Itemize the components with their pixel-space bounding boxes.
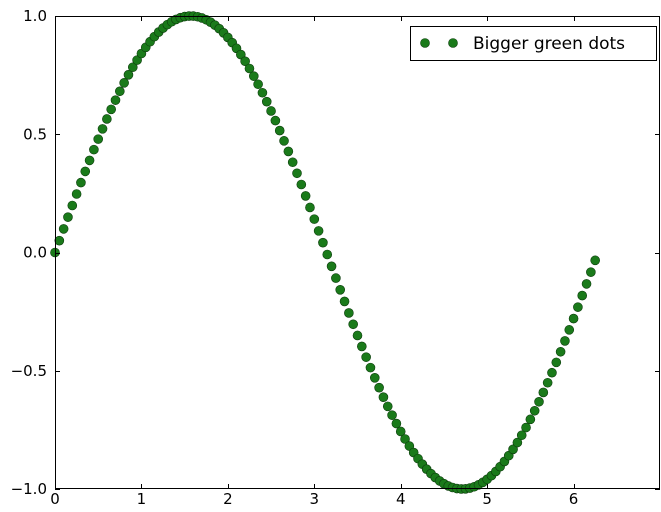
y-tick-label: 0.5 — [23, 125, 47, 143]
data-point — [331, 273, 341, 283]
data-point — [63, 212, 73, 222]
data-point — [560, 336, 570, 346]
data-point — [110, 95, 121, 105]
data-point — [391, 418, 402, 429]
data-point — [54, 235, 65, 246]
data-point — [352, 330, 363, 341]
data-point — [344, 308, 354, 318]
data-point — [339, 296, 350, 307]
data-point — [97, 124, 108, 134]
data-point — [378, 392, 389, 403]
data-point — [236, 49, 246, 60]
data-point — [261, 96, 272, 107]
data-point — [521, 422, 531, 433]
data-point — [296, 179, 307, 190]
data-point — [573, 302, 583, 312]
data-point — [80, 166, 91, 177]
y-tick-label: −1.0 — [11, 480, 47, 498]
data-point — [326, 261, 337, 272]
legend-marker — [420, 38, 430, 48]
y-tick-label: −0.5 — [11, 362, 47, 380]
data-point — [512, 437, 523, 448]
data-point — [119, 78, 129, 88]
data-point — [516, 430, 527, 441]
data-point — [382, 401, 393, 412]
data-point — [240, 56, 250, 67]
data-point — [58, 224, 69, 234]
data-point — [300, 191, 311, 201]
x-tick-label: 0 — [50, 490, 60, 508]
data-point — [132, 55, 142, 65]
data-point — [305, 202, 315, 213]
data-point — [266, 106, 276, 116]
axis-ticks: 0 1 2 3 4 5 6 −1.0 −0.5 0.0 0.5 1.0 — [11, 7, 660, 508]
data-point — [387, 410, 397, 420]
x-tick-label: 1 — [137, 490, 147, 508]
data-point — [287, 157, 298, 168]
data-point — [529, 405, 540, 416]
data-point — [253, 79, 263, 90]
data-point — [313, 226, 324, 236]
data-point — [581, 279, 592, 289]
data-point — [357, 341, 367, 352]
x-tick-label: 4 — [396, 490, 406, 508]
data-point — [534, 396, 544, 407]
x-tick-label: 3 — [310, 490, 320, 508]
data-point — [577, 290, 588, 301]
data-point — [374, 382, 384, 393]
data-points — [50, 11, 600, 494]
data-point — [395, 426, 406, 437]
data-point — [93, 134, 104, 144]
data-point — [84, 155, 95, 166]
data-point — [586, 267, 596, 277]
data-point — [564, 325, 575, 335]
data-point — [551, 357, 562, 368]
data-point — [115, 86, 125, 97]
data-point — [538, 387, 549, 398]
data-point — [248, 71, 259, 81]
data-point — [318, 237, 328, 248]
y-tick-label: 1.0 — [23, 7, 47, 25]
data-point — [335, 285, 346, 295]
data-point — [322, 249, 333, 260]
data-point — [348, 319, 358, 330]
data-point — [309, 214, 320, 224]
data-point — [508, 444, 518, 455]
data-point — [400, 434, 410, 444]
data-point — [102, 114, 112, 124]
data-point — [123, 70, 134, 80]
data-point — [257, 87, 268, 98]
data-point — [369, 373, 380, 383]
data-point — [365, 362, 376, 373]
data-point — [127, 62, 138, 73]
plot-frame — [55, 16, 660, 489]
x-tick-label: 6 — [569, 490, 579, 508]
data-point — [547, 367, 557, 378]
data-point — [525, 414, 536, 425]
data-point — [71, 189, 82, 199]
plot-area — [55, 16, 660, 489]
data-point — [590, 255, 600, 266]
data-point — [106, 104, 116, 115]
data-point — [555, 346, 566, 357]
legend-marker — [448, 38, 458, 48]
data-point — [76, 177, 86, 188]
data-point — [283, 146, 294, 157]
data-point — [279, 136, 289, 146]
data-point — [361, 352, 371, 362]
data-point — [89, 144, 99, 155]
data-point — [67, 200, 78, 211]
data-point — [244, 63, 255, 74]
x-tick-label: 5 — [482, 490, 492, 508]
x-tick-label: 2 — [223, 490, 233, 508]
data-point — [274, 125, 285, 136]
legend: Bigger green dots — [410, 26, 657, 61]
y-tick-label: 0.0 — [23, 244, 47, 262]
data-point — [542, 377, 553, 388]
legend-label: Bigger green dots — [473, 34, 625, 54]
data-point — [568, 313, 579, 324]
data-point — [270, 115, 281, 126]
data-point — [292, 168, 302, 179]
